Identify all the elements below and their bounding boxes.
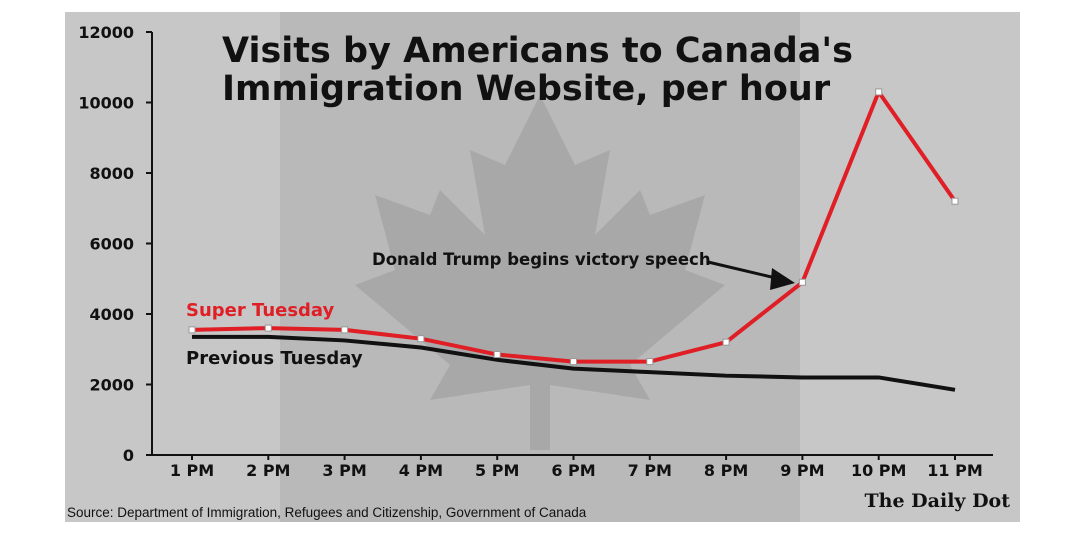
series-label-previous-tuesday: Previous Tuesday (186, 348, 363, 369)
brand-logo: The Daily Dot (865, 490, 1011, 512)
y-tick-label: 4000 (89, 305, 134, 324)
annotation-label: Donald Trump begins victory speech (372, 250, 711, 269)
x-tick-label: 4 PM (399, 461, 443, 480)
source-note: Source: Department of Immigration, Refug… (67, 505, 587, 520)
y-tick-label: 6000 (89, 235, 134, 254)
x-tick-label: 7 PM (628, 461, 672, 480)
series-group (188, 88, 959, 392)
data-point-super-tuesday (341, 326, 349, 334)
x-tick-label: 9 PM (780, 461, 824, 480)
data-point-super-tuesday (570, 358, 577, 366)
y-tick-label: 12000 (78, 23, 134, 42)
x-tick-label: 6 PM (551, 461, 595, 480)
data-point-super-tuesday (188, 326, 196, 334)
data-point-super-tuesday (264, 324, 272, 332)
x-tick-label: 2 PM (246, 461, 290, 480)
data-point-super-tuesday (646, 358, 654, 366)
series-line-previous-tuesday (192, 334, 956, 392)
background-band-left (65, 12, 280, 522)
data-point-super-tuesday (493, 351, 501, 359)
x-tick-label: 10 PM (851, 461, 906, 480)
background-band-right (800, 12, 1020, 522)
annotation-arrow-icon (707, 260, 795, 290)
y-tick-label: 0 (123, 446, 134, 465)
chart-title-line1: Visits by Americans to Canada's (222, 31, 853, 71)
x-tick-label: 8 PM (704, 461, 748, 480)
y-tick-label: 8000 (89, 164, 134, 183)
series-label-super-tuesday: Super Tuesday (186, 300, 335, 321)
x-tick-label: 5 PM (475, 461, 519, 480)
x-tick-label: 1 PM (170, 461, 214, 480)
data-point-super-tuesday (951, 197, 959, 205)
data-point-super-tuesday (417, 335, 425, 343)
x-tick-label: 11 PM (927, 461, 982, 480)
chart-title-line2: Immigration Website, per hour (222, 69, 831, 109)
x-tick-label: 3 PM (322, 461, 366, 480)
data-point-super-tuesday (722, 338, 730, 346)
y-tick-group: 0 2000 4000 6000 8000 10000 12000 (78, 23, 152, 465)
x-tick-group: 1 PM 2 PM 3 PM 4 PM 5 PM 6 PM 7 PM 8 PM 9 PM 10 P… (170, 455, 983, 480)
data-point-super-tuesday (875, 88, 883, 96)
data-point-super-tuesday (798, 278, 806, 286)
y-tick-label: 10000 (78, 94, 134, 113)
y-tick-label: 2000 (89, 376, 134, 395)
